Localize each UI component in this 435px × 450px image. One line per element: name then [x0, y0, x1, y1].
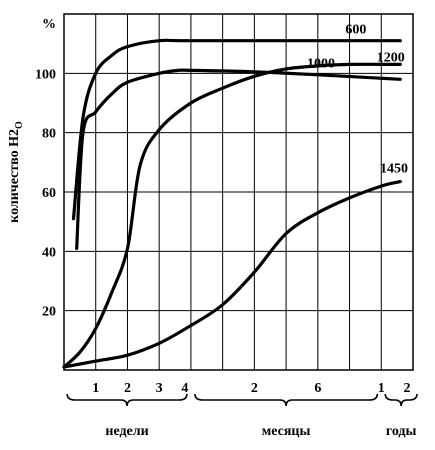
group-label: месяцы [262, 424, 311, 439]
group-label: годы [386, 424, 417, 439]
series-labels: 600 1000 1200 1450 [307, 22, 408, 176]
x-tick-label: 2 [251, 381, 258, 396]
series-label-600: 600 [345, 22, 366, 37]
group-braces: недели месяцы годы [66, 393, 418, 439]
series-label-1450: 1450 [380, 162, 408, 177]
x-tick-label: 1 [92, 381, 99, 396]
y-tick-label: 80 [42, 127, 56, 142]
x-tick-label: 2 [404, 381, 411, 396]
group-brace [66, 393, 188, 407]
series-line-1200 [62, 62, 402, 369]
x-tick-labels: 1 2 3 4 2 6 1 2 [92, 381, 410, 396]
curves [62, 38, 402, 369]
x-tick-label: 4 [181, 381, 188, 396]
x-tick-label: 3 [156, 381, 163, 396]
series-label-1000: 1000 [307, 56, 335, 71]
series-line-1450 [62, 180, 402, 369]
y-tick-label: 40 [42, 245, 56, 260]
y-tick-labels: 20 40 60 80 100 [35, 67, 56, 319]
x-tick-label: 2 [124, 381, 131, 396]
y-tick-label: 100 [35, 67, 56, 82]
x-tick-label: 1 [378, 381, 385, 396]
group-brace [384, 393, 418, 407]
series-line-600 [71, 38, 402, 221]
group-brace [194, 393, 379, 407]
y-tick-label: 60 [42, 186, 56, 201]
y-tick-label: 20 [42, 305, 56, 320]
group-label: недели [105, 424, 148, 439]
y-unit-label: % [42, 17, 56, 32]
y-axis-label: количество H2O [7, 121, 25, 223]
series-line-1000 [75, 68, 402, 250]
series-label-1200: 1200 [377, 50, 405, 65]
x-tick-label: 6 [314, 381, 321, 396]
plot-frame [63, 13, 414, 371]
